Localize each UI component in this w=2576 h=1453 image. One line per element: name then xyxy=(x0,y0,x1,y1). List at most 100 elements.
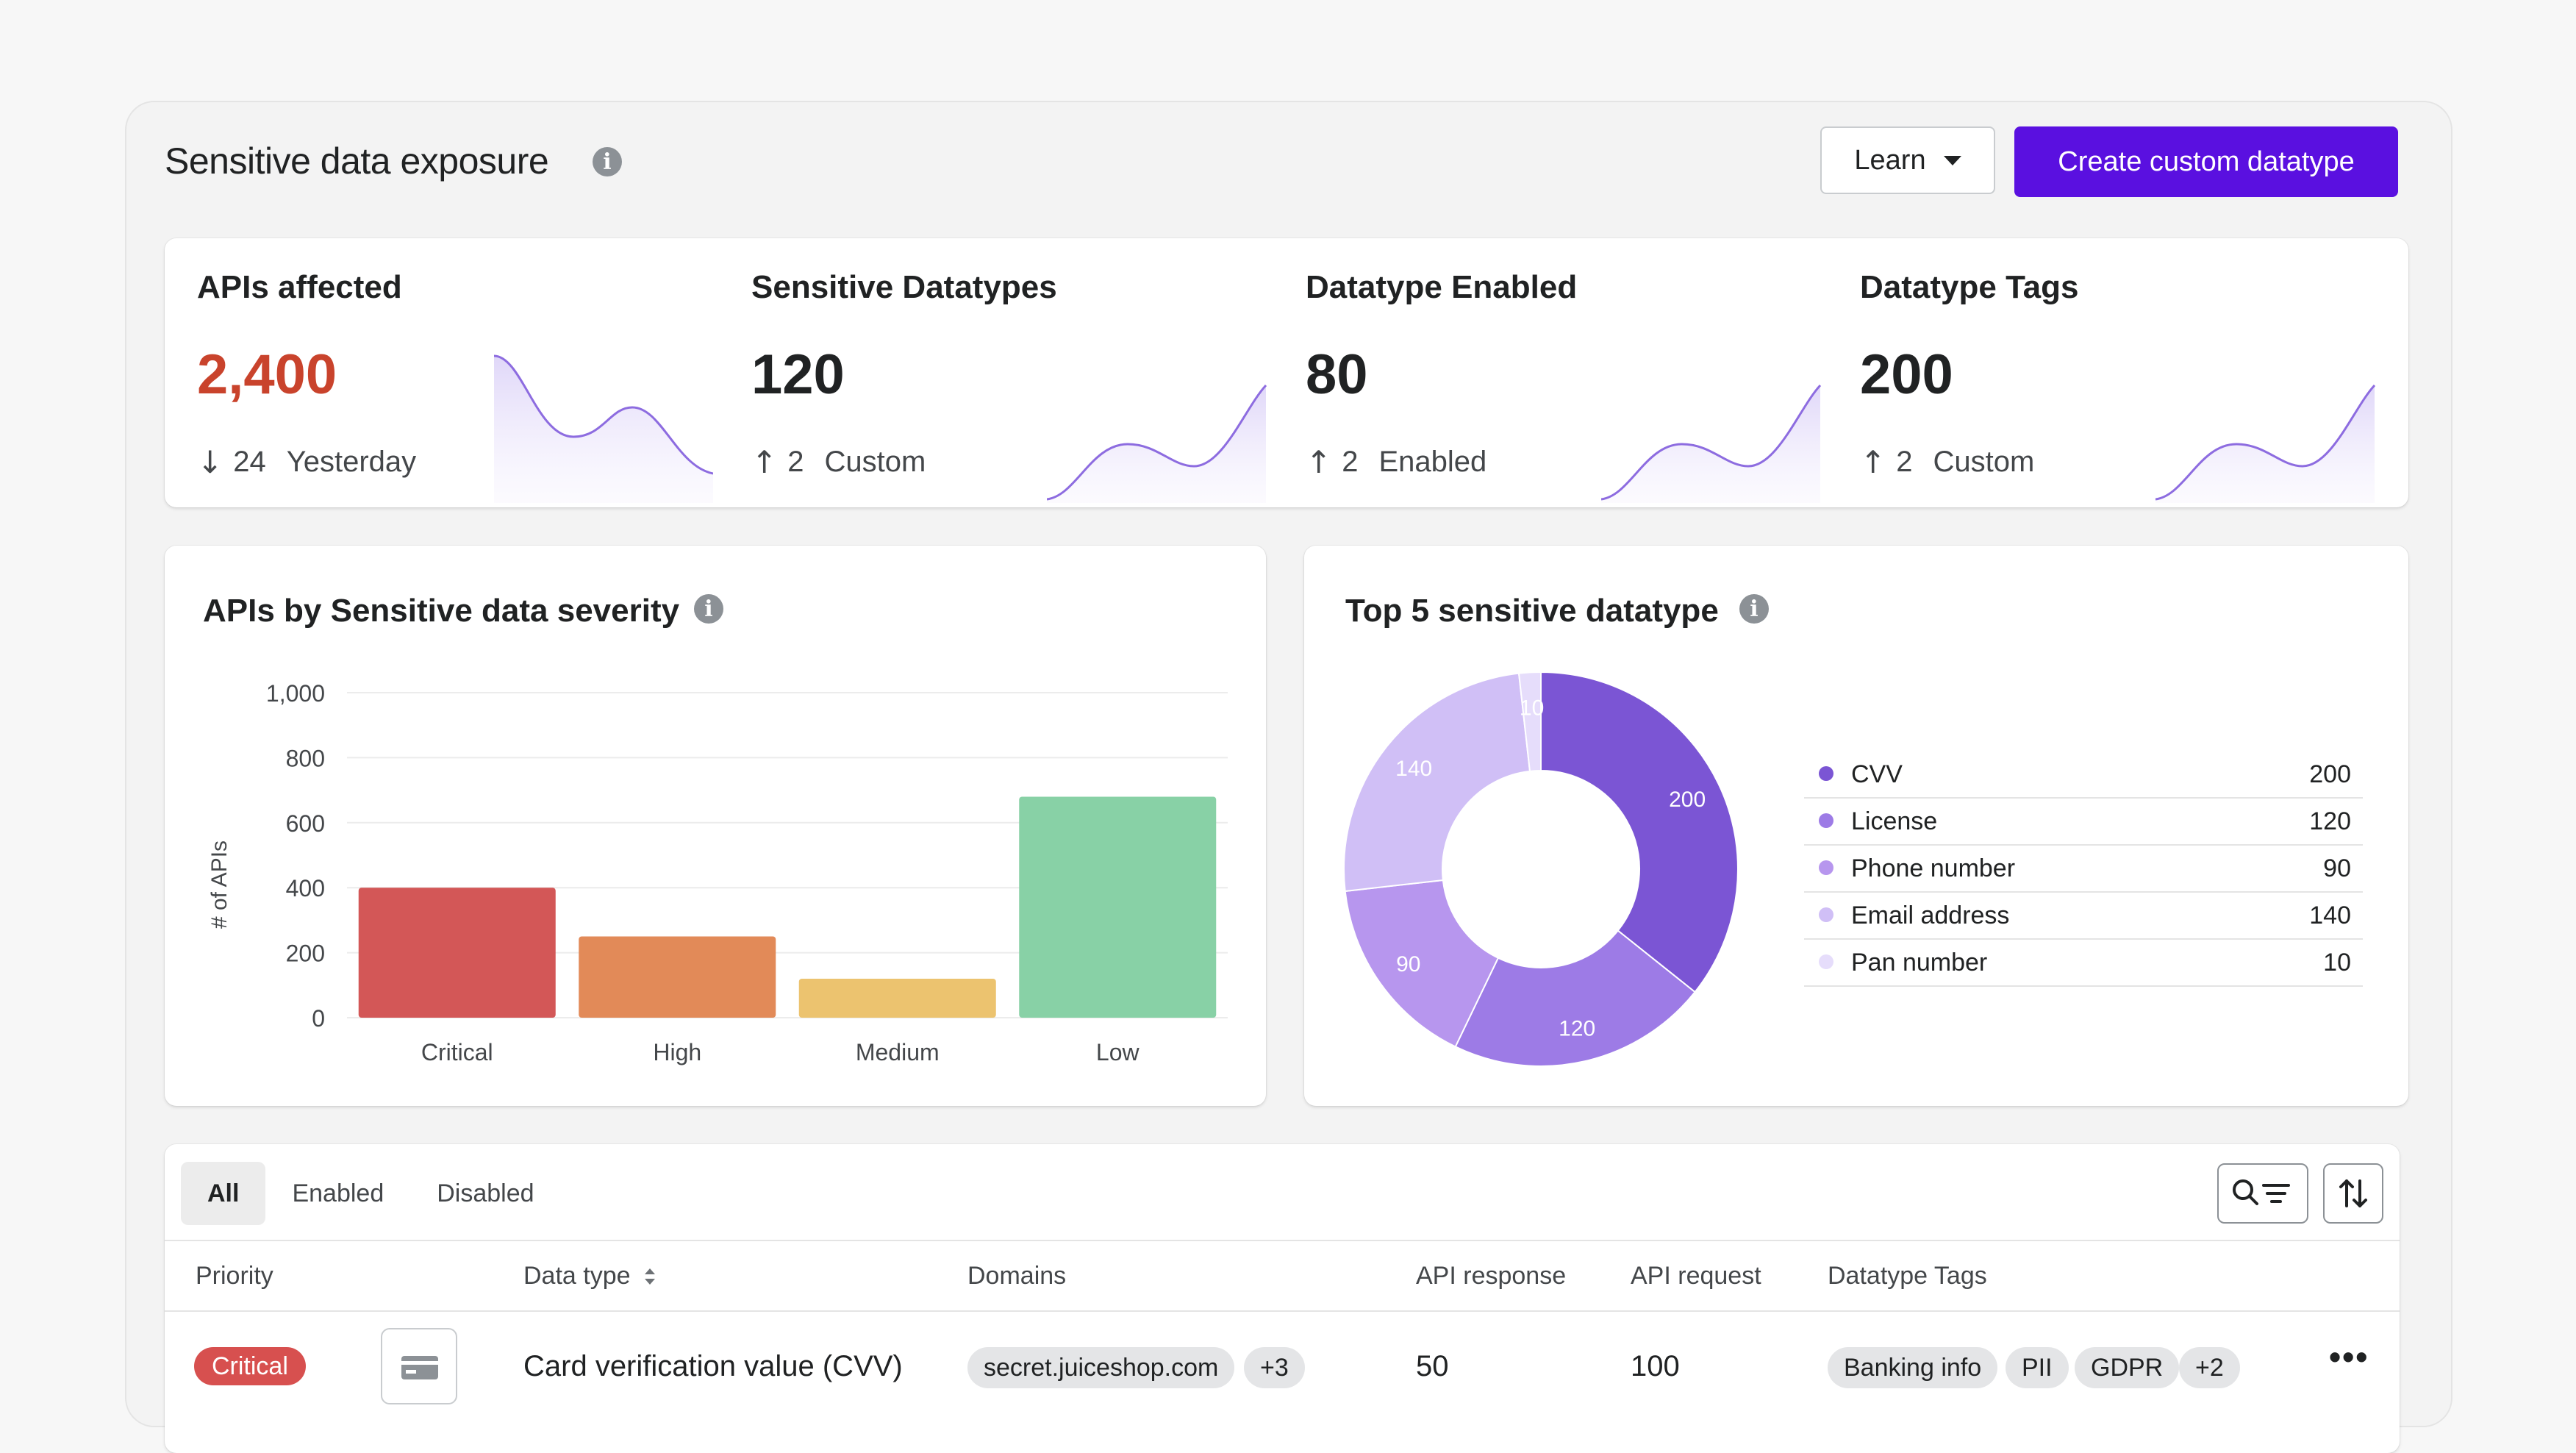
sparkline xyxy=(1601,384,1822,503)
tag-pill: PII xyxy=(2006,1347,2069,1388)
slice-license[interactable] xyxy=(1454,929,1696,1067)
y-tick-label: 0 xyxy=(312,1005,325,1032)
tab-disabled[interactable]: Disabled xyxy=(437,1179,534,1207)
legend-item[interactable]: Phone number 90 xyxy=(1804,844,2363,893)
stats-card: APIs affected 2,400 ↓ 24 Yesterday Sensi… xyxy=(165,238,2408,507)
bar-critical[interactable] xyxy=(358,888,556,1018)
card-icon xyxy=(381,1328,457,1404)
slice-label: 200 xyxy=(1669,788,1706,812)
legend-item[interactable]: License 120 xyxy=(1804,797,2363,846)
data-type-name[interactable]: Card verification value (CVV) xyxy=(523,1350,903,1382)
y-tick-label: 600 xyxy=(286,810,325,837)
info-icon[interactable]: i xyxy=(593,147,622,176)
stat-delta: ↓ 24 Yesterday xyxy=(197,444,416,480)
api-request-value: 100 xyxy=(1631,1350,1680,1382)
legend-swatch xyxy=(1819,813,1833,828)
bar-chart: 1,000 800 600 400 200 0 Critical High Medium Low… xyxy=(207,680,1228,1065)
tab-all[interactable]: All xyxy=(181,1162,266,1225)
legend-value: 120 xyxy=(2309,807,2351,835)
legend-label: Pan number xyxy=(1851,949,1988,977)
stat-delta-label: Custom xyxy=(1933,446,2035,478)
arrow-up-icon: ↑ xyxy=(751,444,778,480)
legend-value: 10 xyxy=(2323,949,2351,977)
slice-cvv[interactable] xyxy=(1540,671,1739,993)
stat-delta: ↑ 2 Custom xyxy=(1860,444,2034,480)
domain-more-pill[interactable]: +3 xyxy=(1244,1347,1305,1388)
slice-label: 90 xyxy=(1396,952,1420,977)
priority-badge: Critical xyxy=(194,1347,306,1385)
bar-high[interactable] xyxy=(579,936,776,1018)
legend-item[interactable]: Pan number 10 xyxy=(1804,938,2363,987)
legend-item[interactable]: CVV 200 xyxy=(1804,750,2363,799)
x-tick-label: Low xyxy=(1096,1039,1140,1065)
column-header-data-type[interactable]: Data type xyxy=(523,1262,657,1290)
column-header-api-response: API response xyxy=(1416,1262,1567,1290)
stat-datatype-tags: Datatype Tags 200 ↑ 2 Custom xyxy=(1828,238,2382,507)
legend-value: 140 xyxy=(2309,902,2351,929)
divider xyxy=(165,1240,2400,1241)
legend-item[interactable]: Email address 140 xyxy=(1804,891,2363,940)
legend-label: License xyxy=(1851,807,1938,835)
y-tick-label: 200 xyxy=(286,940,325,967)
tag-pill: Banking info xyxy=(1828,1347,1998,1388)
stat-label: Datatype Enabled xyxy=(1306,269,1578,305)
caret-down-icon xyxy=(1943,155,1961,165)
stat-apis-affected: APIs affected 2,400 ↓ 24 Yesterday xyxy=(165,238,719,507)
stat-value: 200 xyxy=(1860,343,1953,406)
more-actions-icon[interactable]: ••• xyxy=(2329,1338,2369,1376)
chart-title: APIs by Sensitive data severity xyxy=(203,593,680,629)
sparkline xyxy=(1047,384,1267,503)
info-icon[interactable]: i xyxy=(694,594,723,624)
slice-label: 10 xyxy=(1520,696,1544,720)
column-header-domains: Domains xyxy=(967,1262,1067,1290)
stat-delta-value: 2 xyxy=(1342,446,1359,478)
x-tick-label: High xyxy=(653,1039,701,1065)
stat-delta-value: 24 xyxy=(233,446,266,478)
stat-value: 120 xyxy=(751,343,845,406)
divider xyxy=(165,1310,2400,1312)
column-header-priority: Priority xyxy=(196,1262,273,1290)
y-tick-label: 800 xyxy=(286,745,325,771)
y-tick-label: 400 xyxy=(286,875,325,902)
stat-datatype-enabled: Datatype Enabled 80 ↑ 2 Enabled xyxy=(1273,238,1828,507)
arrow-up-icon: ↑ xyxy=(1860,444,1886,480)
filter-tabs: All Enabled Disabled xyxy=(181,1162,561,1225)
page-title: Sensitive data exposure xyxy=(165,140,549,182)
legend-label: CVV xyxy=(1851,760,1903,788)
create-custom-datatype-button[interactable]: Create custom datatype xyxy=(2014,126,2398,197)
x-tick-label: Medium xyxy=(856,1039,940,1065)
stat-delta: ↑ 2 Custom xyxy=(751,444,926,480)
sort-arrows-icon xyxy=(644,1268,655,1285)
info-icon[interactable]: i xyxy=(1739,594,1769,624)
bar-medium[interactable] xyxy=(798,978,996,1018)
stat-delta-label: Enabled xyxy=(1378,446,1487,478)
legend-value: 90 xyxy=(2323,854,2351,882)
slice-pan-number[interactable] xyxy=(1517,671,1542,772)
stat-label: APIs affected xyxy=(197,269,402,305)
learn-button-label: Learn xyxy=(1854,144,1926,176)
search-filter-button[interactable] xyxy=(2217,1163,2308,1224)
sort-button[interactable] xyxy=(2323,1163,2383,1224)
column-header-datatype-tags: Datatype Tags xyxy=(1828,1262,1987,1290)
tags-more-pill[interactable]: +2 xyxy=(2179,1347,2240,1388)
slice-label: 140 xyxy=(1395,757,1432,781)
tab-enabled[interactable]: Enabled xyxy=(292,1179,384,1207)
slice-label: 120 xyxy=(1559,1016,1595,1040)
learn-button[interactable]: Learn xyxy=(1820,126,1995,194)
x-tick-label: Critical xyxy=(421,1039,493,1065)
slice-email-address[interactable] xyxy=(1343,672,1531,893)
stat-label: Sensitive Datatypes xyxy=(751,269,1057,305)
stat-value: 2,400 xyxy=(197,343,337,406)
stat-delta-value: 2 xyxy=(1896,446,1913,478)
search-filter-icon xyxy=(2233,1179,2290,1205)
stat-delta-value: 2 xyxy=(787,446,804,478)
legend-label: Email address xyxy=(1851,902,2010,929)
stat-delta-label: Custom xyxy=(824,446,926,478)
bar-low[interactable] xyxy=(1019,796,1217,1018)
sparkline xyxy=(493,354,713,503)
column-header-label: Data type xyxy=(523,1262,631,1290)
sort-icon xyxy=(2339,1179,2367,1207)
slice-phone-number[interactable] xyxy=(1344,879,1500,1048)
legend-swatch xyxy=(1819,860,1833,875)
y-tick-label: 1,000 xyxy=(266,680,325,707)
